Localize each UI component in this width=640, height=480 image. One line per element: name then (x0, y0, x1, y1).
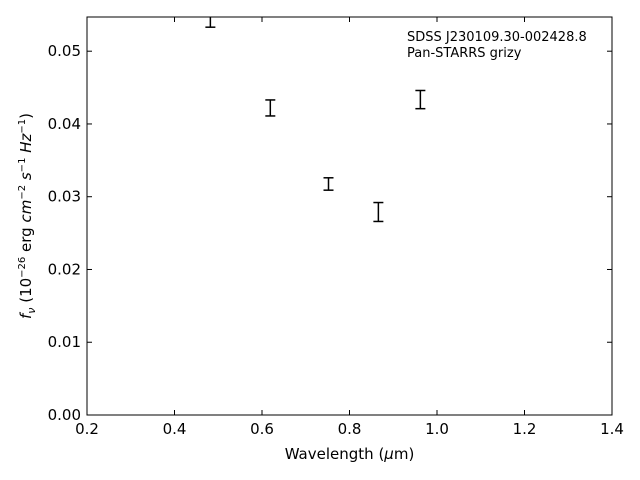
x-axis-label: Wavelength (μm) (285, 445, 415, 463)
x-tick-label: 0.6 (250, 420, 274, 438)
y-tick-label: 0.01 (48, 333, 81, 351)
y-tick-label: 0.04 (48, 115, 81, 133)
y-tick-label: 0.00 (48, 406, 81, 424)
x-tick-label: 1.0 (425, 420, 449, 438)
error-bars (205, 17, 426, 223)
x-tick-label: 0.2 (75, 420, 99, 438)
error-bar-r-band (265, 99, 276, 117)
error-bar-i-band (323, 177, 334, 191)
error-bar-g-band (205, 17, 216, 28)
plot-frame (86, 16, 613, 416)
x-tick-label: 1.2 (513, 420, 537, 438)
y-tick-label: 0.05 (48, 42, 81, 60)
y-axis-label: fν (10−26 erg cm−2 s−1 Hz−1) (17, 113, 38, 319)
error-bar-y-band (415, 89, 426, 110)
x-tick-label: 0.4 (163, 420, 187, 438)
error-bar-z-band (373, 201, 384, 223)
y-tick-label: 0.03 (48, 188, 81, 206)
x-tick-label: 0.8 (338, 420, 362, 438)
annotation-survey-bands: Pan-STARRS grizy (407, 46, 522, 61)
x-tick-label: 1.4 (600, 420, 624, 438)
tick-labels: 0.2 0.4 0.6 0.8 1.0 1.2 1.4 0.00 0.01 0.02 0.03 0.0… (48, 42, 624, 438)
y-tick-label: 0.02 (48, 260, 81, 278)
annotation-object-name: SDSS J230109.30-002428.8 (407, 30, 587, 45)
tick-marks (86, 17, 613, 416)
